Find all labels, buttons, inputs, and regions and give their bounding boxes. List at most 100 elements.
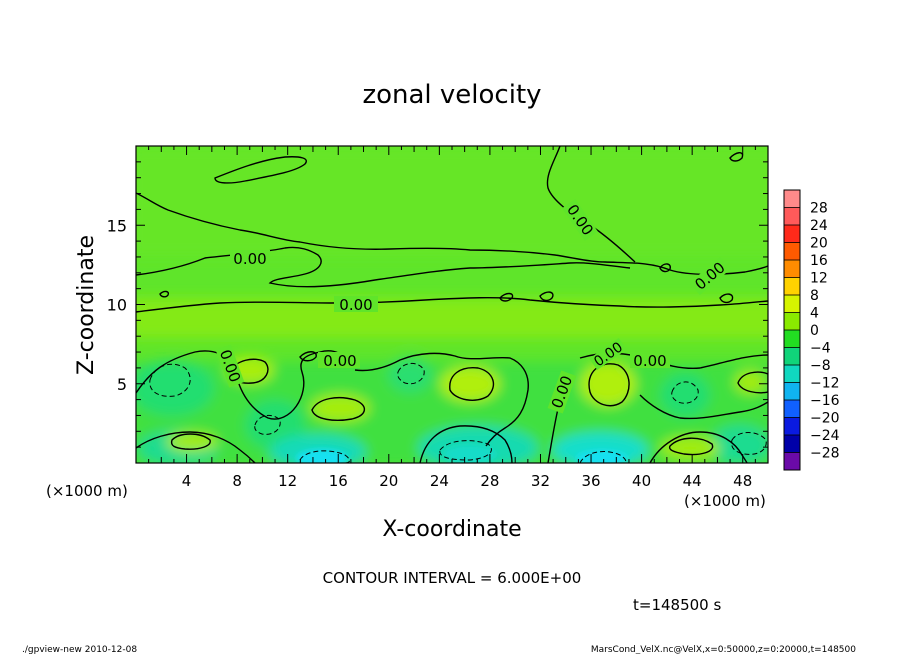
colorbar-swatch xyxy=(784,225,800,243)
colorbar-label: 28 xyxy=(810,201,828,217)
contour-neg-8 xyxy=(731,432,767,455)
colorbar-swatch xyxy=(784,190,800,208)
y-axis-label: Z-coordinate xyxy=(74,235,99,375)
colorbar-label: −28 xyxy=(810,446,840,462)
cell-pos-4 xyxy=(580,362,636,406)
colorbar-swatch xyxy=(784,207,800,226)
colorbar-swatch xyxy=(784,277,800,296)
colorbar-label: −8 xyxy=(810,358,831,374)
colorbar-swatch xyxy=(784,347,800,366)
x-tick-label: 8 xyxy=(232,472,242,490)
colorbar-swatch xyxy=(784,417,800,436)
contour-mid-zero xyxy=(136,297,768,313)
colorbar-label: 8 xyxy=(810,288,819,304)
colorbar-swatch xyxy=(784,295,800,313)
x-tick-label: 16 xyxy=(329,472,348,490)
contour-top-right-loop xyxy=(729,152,744,162)
x-tick-label: 32 xyxy=(531,472,550,490)
contour-small-4 xyxy=(719,293,734,304)
contour-neg-6 xyxy=(579,451,627,463)
contour-small-2 xyxy=(539,291,554,302)
colorbar-label: −12 xyxy=(810,376,840,392)
field-shading xyxy=(136,146,768,463)
footer-left: ./gpview-new 2010-12-08 xyxy=(22,645,137,654)
contour-small-3 xyxy=(659,263,672,273)
contour-label-text: 0.00 xyxy=(633,352,666,370)
contour-interval-text: CONTOUR INTERVAL = 6.000E+00 xyxy=(323,569,582,587)
contour-neg-1 xyxy=(149,363,191,397)
x-tick-label: 24 xyxy=(430,472,449,490)
contour-pos-3 xyxy=(449,367,495,401)
contour-pos-7 xyxy=(737,371,768,394)
contour-lines-negative xyxy=(149,363,767,463)
footer-right: MarsCond_VelX.nc@VelX,x=0:50000,z=0:2000… xyxy=(591,645,856,654)
x-tick-label: 36 xyxy=(581,472,600,490)
contour-labels: 0.00 0.00 0.00 0.00 0.00 0.00 xyxy=(215,199,731,414)
colorbar-label: 0 xyxy=(810,323,819,339)
contour-bottom-right xyxy=(649,431,748,463)
colorbar-label: 12 xyxy=(810,271,828,287)
core-neg-2 xyxy=(444,445,496,463)
x-tick-label: 40 xyxy=(632,472,651,490)
x-unit-right: (×1000 m) xyxy=(684,492,766,510)
contour-lower-zero-5 xyxy=(639,394,768,420)
colorbar-swatch xyxy=(784,242,800,261)
upper-band xyxy=(136,146,768,256)
colorbar-label: −16 xyxy=(810,393,840,409)
contour-bottom-left xyxy=(136,431,256,463)
contour-label: 0.00 xyxy=(230,250,270,268)
x-unit-left: (×1000 m) xyxy=(46,482,128,500)
y-tick-label: 15 xyxy=(107,216,127,235)
colorbar-swatch xyxy=(784,382,800,401)
colorbar-label: −4 xyxy=(810,341,831,357)
plot-area: 0.00 0.00 0.00 0.00 0.00 0.00 xyxy=(136,146,768,463)
contour-bottom-mid xyxy=(419,425,513,463)
contour-pos-5 xyxy=(170,433,211,450)
colorbar-swatch xyxy=(784,260,800,278)
y-tick-label: 5 xyxy=(117,375,127,394)
colorbar-label: 20 xyxy=(810,236,828,252)
time-text: t=148500 s xyxy=(633,596,721,614)
contour-top-left-loop xyxy=(214,156,307,184)
y-tick-label: 10 xyxy=(107,296,127,315)
contour-pos-2 xyxy=(311,397,366,421)
cell-pos-3 xyxy=(440,366,500,402)
contour-pos-4 xyxy=(588,363,630,407)
colorbar-label: 24 xyxy=(810,218,828,234)
contour-small-5 xyxy=(299,351,317,362)
colorbar-swatch xyxy=(784,330,800,348)
core-neg-1 xyxy=(296,449,348,463)
contour-label: 0.00 xyxy=(318,352,360,370)
x-axis-label: X-coordinate xyxy=(382,517,521,542)
contour-small-1 xyxy=(499,292,514,302)
contour-small-6 xyxy=(159,290,170,298)
contour-label: 0.00 xyxy=(334,296,378,314)
x-tick-label: 48 xyxy=(733,472,752,490)
contour-label-text: 0.00 xyxy=(323,352,356,370)
contour-lower-zero-2 xyxy=(354,352,529,447)
colorbar-swatch xyxy=(784,400,800,418)
x-tick-label: 44 xyxy=(683,472,702,490)
x-tick-label: 4 xyxy=(182,472,192,490)
colorbar-label: −20 xyxy=(810,411,840,427)
contour-upper-zero xyxy=(136,192,768,276)
colorbar-label: 16 xyxy=(810,253,828,269)
contour-label-text: 0.00 xyxy=(233,250,266,268)
cell-neg-1 xyxy=(136,360,214,416)
colorbar-label: 4 xyxy=(810,306,819,322)
contour-pos-6 xyxy=(668,437,714,456)
field-cores xyxy=(296,445,628,463)
x-tick-label: 28 xyxy=(480,472,499,490)
core-neg-3 xyxy=(576,450,628,463)
contour-label-text: 0.00 xyxy=(339,296,372,314)
x-tick-label: 20 xyxy=(379,472,398,490)
colorbar-swatch xyxy=(784,365,800,383)
cell-neg-9 xyxy=(710,425,768,463)
x-axis: 4 8 12 16 20 24 28 32 36 40 44 48 xyxy=(148,146,756,490)
contour-neg-3 xyxy=(299,450,350,463)
x-tick-label: 12 xyxy=(278,472,297,490)
contour-neg-7 xyxy=(671,381,699,404)
cell-pos-2 xyxy=(310,394,370,422)
